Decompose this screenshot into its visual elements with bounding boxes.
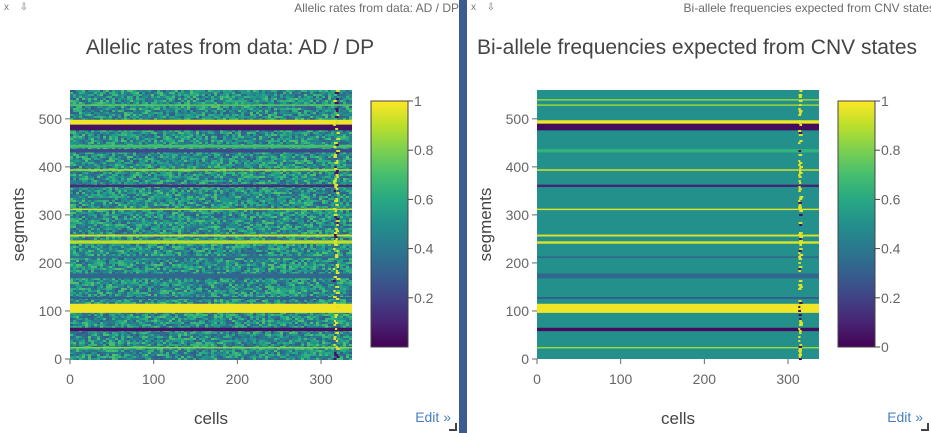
heatmap-band (70, 256, 352, 259)
heatmap-background (537, 90, 819, 359)
x-axis-label: cells (194, 409, 228, 428)
x-axis-label: cells (661, 409, 695, 428)
heatmap-band (70, 208, 352, 211)
y-axis-label: segments (476, 188, 495, 262)
heatmap-band (70, 124, 352, 131)
colorbar-tick-label: 0.8 (881, 142, 901, 158)
colorbar-tick-label: 0.6 (414, 191, 434, 207)
heatmap-band (70, 346, 352, 349)
heatmap-band (537, 241, 819, 244)
panel-header: x ⇩ Bi-allele frequencies expected from … (467, 0, 931, 16)
heatmap-chart-allelic-rates[interactable]: Allelic rates from data: AD / DP 0 100 200 3… (0, 0, 459, 433)
x-tick-label: 200 (693, 371, 717, 387)
colorbar-tick-label: 0.2 (414, 290, 434, 306)
x-tick-label: 0 (533, 371, 541, 387)
y-tick-label: 500 (506, 111, 530, 127)
y-tick-label: 300 (39, 207, 63, 223)
heatmap-band (537, 297, 819, 299)
panel-controls[interactable]: x ⇩ (471, 2, 500, 13)
colorbar-tick-label: 1 (414, 93, 422, 109)
colorbar (370, 100, 409, 348)
heatmap-column-streak (798, 90, 804, 360)
heatmap-band (70, 297, 352, 299)
y-tick-label: 100 (506, 303, 530, 319)
y-axis-label: segments (9, 188, 28, 262)
y-tick-label: 500 (39, 111, 63, 127)
heatmap-band (70, 104, 352, 106)
heatmap-band (70, 119, 352, 125)
y-tick-label: 0 (54, 351, 62, 367)
heatmap-band (537, 104, 819, 106)
heatmap-band (70, 327, 352, 332)
colorbar-tick-label: 1 (881, 93, 889, 109)
heatmap-band (70, 273, 352, 279)
heatmap-band (70, 184, 352, 188)
heatmap-band (537, 208, 819, 211)
heatmap-band (70, 303, 352, 313)
panel-divider[interactable] (459, 0, 467, 433)
panel-allelic-rates: x ⇩ Allelic rates from data: AD / DP All… (0, 0, 459, 433)
heatmap-band (70, 234, 352, 237)
colorbar (837, 100, 876, 348)
heatmap-band (537, 234, 819, 237)
heatmap-band (537, 120, 819, 124)
heatmap-band (537, 99, 819, 101)
panel-bi-allele-frequencies: x ⇩ Bi-allele frequencies expected from … (467, 0, 931, 433)
heatmap-noise (70, 90, 352, 360)
panel-header-title: Bi-allele frequencies expected from CNV … (683, 1, 931, 15)
x-tick-label: 200 (226, 371, 250, 387)
x-tick-label: 300 (776, 371, 800, 387)
edit-link[interactable]: Edit » (415, 409, 451, 425)
heatmap-band (70, 240, 352, 244)
x-tick-label: 300 (309, 371, 333, 387)
y-tick-label: 0 (521, 351, 529, 367)
heatmap-band (537, 346, 819, 349)
heatmap-band (537, 303, 819, 313)
heatmap-band (537, 184, 819, 188)
heatmap-column-streak (332, 90, 341, 360)
edit-link[interactable]: Edit » (887, 409, 923, 425)
colorbar-tick-label: 0.2 (881, 290, 901, 306)
y-tick-label: 400 (39, 159, 63, 175)
colorbar-tick-label: 0.4 (414, 241, 434, 257)
y-tick-label: 100 (39, 303, 63, 319)
y-tick-label: 400 (506, 159, 530, 175)
heatmap-band (70, 169, 352, 171)
x-tick-label: 100 (142, 371, 166, 387)
heatmap-chart-bi-allele-frequencies[interactable]: Bi-allele frequencies expected from CNV … (467, 0, 931, 433)
heatmap-band (537, 123, 819, 131)
chart-title: Bi-allele frequencies expected from CNV … (477, 36, 917, 59)
heatmap-band (537, 327, 819, 332)
colorbar-tick-label: 0.6 (881, 191, 901, 207)
x-tick-label: 0 (66, 371, 74, 387)
resize-handle[interactable] (449, 423, 457, 431)
heatmap-band (70, 144, 352, 148)
heatmap-band (70, 149, 352, 153)
heatmap-band (537, 169, 819, 171)
chart-title: Allelic rates from data: AD / DP (86, 36, 374, 59)
colorbar-tick-label: 0.4 (881, 241, 901, 257)
x-tick-label: 100 (609, 371, 633, 387)
y-tick-label: 300 (506, 207, 530, 223)
colorbar-tick-label: 0.8 (414, 142, 434, 158)
panel-header-title: Allelic rates from data: AD / DP (294, 1, 459, 15)
colorbar-tick-label: 0 (881, 339, 889, 355)
panel-header: x ⇩ Allelic rates from data: AD / DP (0, 0, 459, 16)
y-tick-label: 200 (39, 255, 63, 271)
panel-controls[interactable]: x ⇩ (4, 2, 33, 13)
heatmap-band (537, 273, 819, 279)
heatmap-band (537, 149, 819, 153)
resize-handle[interactable] (921, 423, 929, 431)
heatmap-band (537, 256, 819, 259)
y-tick-label: 200 (506, 255, 530, 271)
